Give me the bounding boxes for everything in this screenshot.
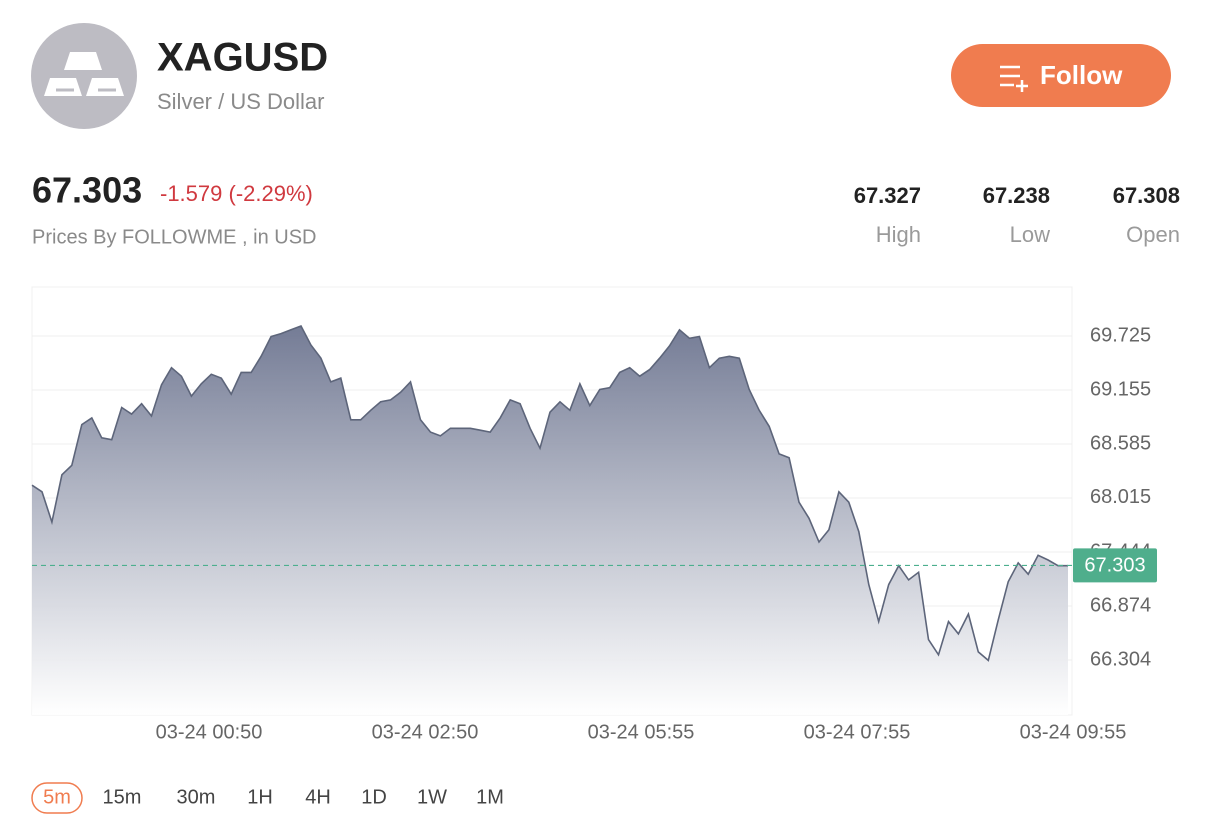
y-tick-label: 68.585 <box>1090 432 1151 454</box>
symbol-icon <box>31 23 137 129</box>
y-tick-label: 68.015 <box>1090 486 1151 508</box>
timeframe-option[interactable]: 1M <box>476 786 504 808</box>
price-line <box>31 324 1068 662</box>
timeframe-option[interactable]: 1D <box>361 786 387 808</box>
current-price-label: 67.303 <box>1084 555 1145 577</box>
y-tick-label: 69.155 <box>1090 378 1151 400</box>
last-price: 67.303 <box>32 170 142 211</box>
stat-label: Low <box>1010 222 1050 247</box>
stat-value: 67.327 <box>854 183 921 208</box>
price-area <box>32 326 1068 715</box>
stat-label: Open <box>1126 222 1180 247</box>
timeframe-option[interactable]: 5m <box>43 786 71 808</box>
price-source: Prices By FOLLOWME , in USD <box>32 226 317 248</box>
stat-value: 67.238 <box>983 183 1050 208</box>
stat-label: High <box>876 222 921 247</box>
x-tick-label: 03-24 00:50 <box>156 721 263 743</box>
symbol-subtitle: Silver / US Dollar <box>157 89 324 114</box>
x-tick-label: 03-24 07:55 <box>804 721 911 743</box>
x-tick-label: 03-24 05:55 <box>588 721 695 743</box>
follow-button[interactable]: Follow <box>951 44 1171 107</box>
timeframe-option[interactable]: 15m <box>103 786 142 808</box>
timeframe-option[interactable]: 4H <box>305 786 331 808</box>
current-price-badge <box>1073 548 1157 583</box>
timeframe-option[interactable]: 1H <box>247 786 273 808</box>
x-tick-label: 03-24 02:50 <box>372 721 479 743</box>
stat-value: 67.308 <box>1113 183 1180 208</box>
y-tick-label: 69.725 <box>1090 324 1151 346</box>
x-tick-label: 03-24 09:55 <box>1020 721 1127 743</box>
timeframe-active[interactable] <box>31 782 83 814</box>
symbol-title: XAGUSD <box>157 36 328 80</box>
follow-label[interactable]: Follow <box>1040 60 1123 90</box>
timeframe-option[interactable]: 30m <box>177 786 216 808</box>
price-change: -1.579 (-2.29%) <box>160 181 313 206</box>
y-tick-label: 66.304 <box>1090 648 1151 670</box>
timeframe-option[interactable]: 1W <box>417 786 447 808</box>
y-tick-label: 66.874 <box>1090 594 1151 616</box>
